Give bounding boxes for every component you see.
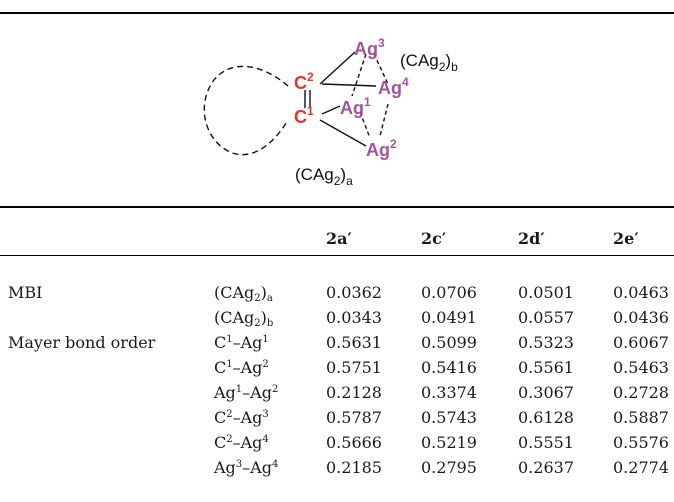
value-cell: 0.5561 [518,358,574,377]
group-label-a: (CAg2)a [295,165,353,188]
atom-ag1: Ag1 [340,95,371,118]
column-header-2e: 2e′ [613,229,639,248]
value-cell: 0.5887 [613,408,669,427]
atom-ag3: Ag3 [354,36,385,59]
bond-label: C1–Ag1 [214,333,269,352]
value-cell: 0.5323 [518,333,574,352]
bond-ag1-ag2 [359,111,371,139]
value-cell: 0.5416 [421,358,477,377]
value-cell: 0.2728 [613,383,669,402]
value-cell: 0.0501 [518,283,574,302]
bond-label: Ag1–Ag2 [214,383,279,402]
value-cell: 0.2185 [326,458,382,477]
bond-ag3-ag4 [373,53,389,85]
value-cell: 0.2774 [613,458,669,477]
bond-label: C1–Ag2 [214,358,269,377]
top-rule [0,12,674,14]
group-label-b: (CAg2)b [400,51,458,74]
bond-ag4-ag2 [379,103,389,137]
bond-label: C2–Ag4 [214,433,269,452]
bond-label: C2–Ag3 [214,408,269,427]
value-cell: 0.3374 [421,383,477,402]
value-cell: 0.5787 [326,408,382,427]
section-label-mbi: MBI [8,283,43,302]
value-cell: 0.6128 [518,408,574,427]
value-cell: 0.5551 [518,433,574,452]
value-cell: 0.0436 [613,308,669,327]
value-cell: 0.0491 [421,308,477,327]
value-cell: 0.5576 [613,433,669,452]
value-cell: 0.5751 [326,358,382,377]
value-cell: 0.2795 [421,458,477,477]
column-header-2c: 2c′ [421,229,447,248]
bond-c2-ag4 [321,83,377,87]
value-cell: 0.0463 [613,283,669,302]
value-cell: 0.0362 [326,283,382,302]
atom-ag4: Ag4 [378,75,409,98]
value-cell: 0.0557 [518,308,574,327]
value-cell: 0.0343 [326,308,382,327]
value-cell: 0.5666 [326,433,382,452]
value-cell: 0.2128 [326,383,382,402]
bond-label: Ag3–Ag4 [214,458,279,477]
value-cell: 0.5743 [421,408,477,427]
column-header-2d: 2d′ [518,229,545,248]
atom-ag2: Ag2 [366,137,397,160]
table-top-rule [0,206,674,208]
value-cell: 0.5463 [613,358,669,377]
value-cell: 0.5219 [421,433,477,452]
value-cell: 0.0706 [421,283,477,302]
cluster-structure-diagram: C2 C1 Ag3 Ag4 Ag1 Ag2 (CAg2)b (CAg2)a [203,36,458,188]
bond-c1-ag1 [321,105,341,115]
value-cell: 0.2637 [518,458,574,477]
atom-c1: C1 [294,104,314,127]
value-cell: 0.3067 [518,383,574,402]
value-cell: 0.5099 [421,333,477,352]
value-cell: 0.6067 [613,333,669,352]
bond-c2-ag3 [319,51,356,85]
bond-ag3-ag1 [351,53,367,97]
dashed-ring [203,65,289,156]
bond-label: (CAg2)a [214,283,273,304]
header-rule [0,255,674,256]
bond-label: (CAg2)b [214,308,274,329]
column-header-2a: 2a′ [326,229,352,248]
bond-c1-ag2 [319,119,367,147]
section-label-mayer: Mayer bond order [8,333,156,352]
atom-c2: C2 [294,70,314,93]
value-cell: 0.5631 [326,333,382,352]
